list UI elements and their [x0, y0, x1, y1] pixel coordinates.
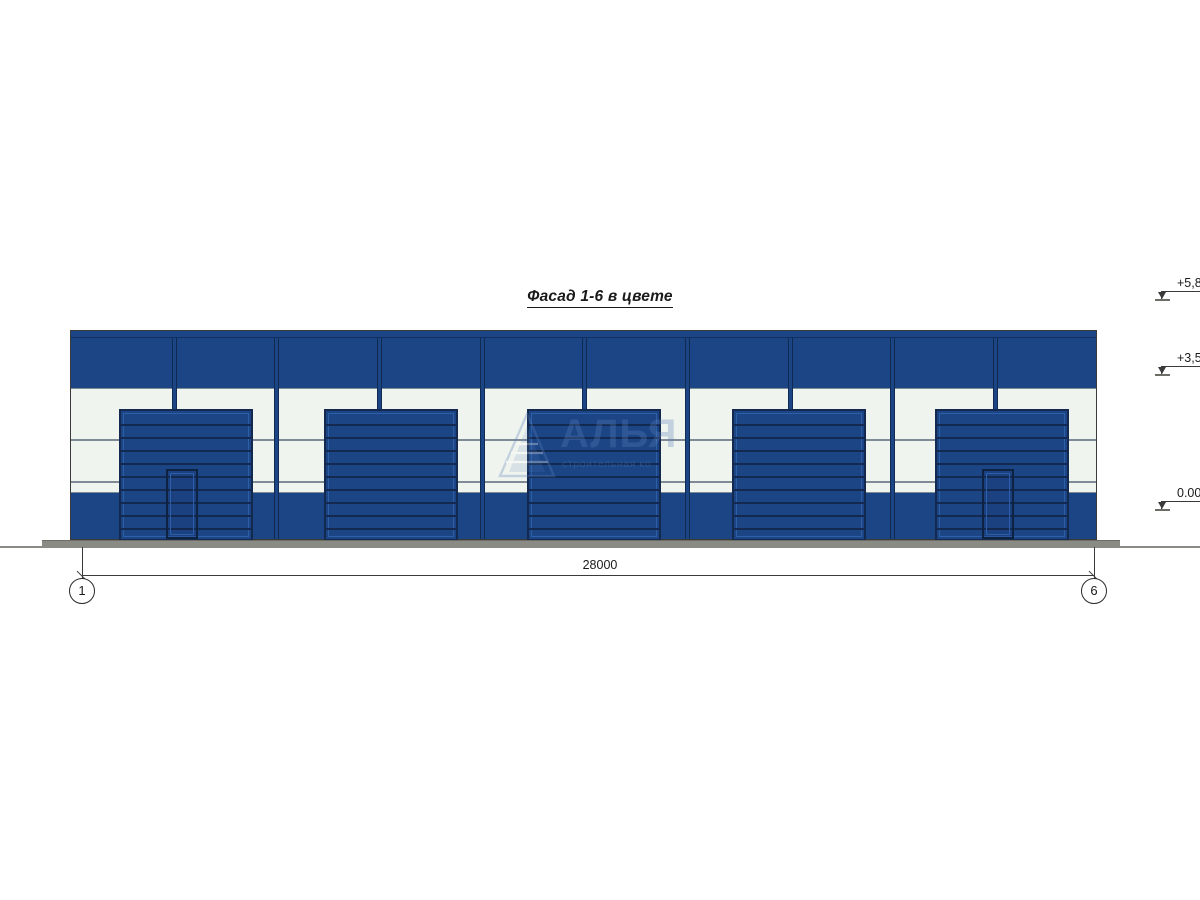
sectional-door-4[interactable] [732, 409, 866, 541]
level-value: 0.000 [1177, 486, 1200, 500]
door-inner-frame [939, 413, 1065, 537]
drawing-title: Фасад 1-6 в цвете [0, 288, 1200, 308]
sectional-door-3[interactable] [527, 409, 661, 541]
sectional-door-5[interactable] [935, 409, 1069, 541]
drawing-title-text: Фасад 1-6 в цвете [527, 288, 673, 308]
facade-mullion [274, 338, 279, 539]
overall-dimension-label: 28000 [582, 558, 618, 572]
dimension-extension-line [1094, 547, 1095, 595]
level-value: +3,500 [1177, 351, 1200, 365]
sectional-door-1[interactable] [119, 409, 253, 541]
dimension-extension-line [82, 547, 83, 595]
parapet-cap [71, 331, 1096, 338]
level-arrow-icon [1157, 367, 1166, 374]
pedestrian-door-in-sectional-5[interactable] [982, 469, 1014, 539]
axis-bubble-6[interactable]: 6 [1081, 578, 1107, 604]
level-value: +5,820 [1177, 276, 1200, 290]
ground-level-line [0, 546, 1200, 548]
level-arrow-icon [1157, 502, 1166, 509]
door-inner-frame [328, 413, 454, 537]
pedestrian-door-inner [986, 473, 1010, 535]
facade-mullion [480, 338, 485, 539]
ground-slab [42, 540, 1120, 547]
building-elevation [70, 330, 1097, 541]
pedestrian-door-inner [170, 473, 194, 535]
door-inner-frame [531, 413, 657, 537]
door-inner-frame [123, 413, 249, 537]
sectional-door-2[interactable] [324, 409, 458, 541]
facade-mullion [685, 338, 690, 539]
door-inner-frame [736, 413, 862, 537]
level-arrow-icon [1157, 292, 1166, 299]
overall-dimension-line [82, 575, 1094, 577]
pedestrian-door-in-sectional-1[interactable] [166, 469, 198, 539]
facade-mullion [890, 338, 895, 539]
axis-bubble-1[interactable]: 1 [69, 578, 95, 604]
